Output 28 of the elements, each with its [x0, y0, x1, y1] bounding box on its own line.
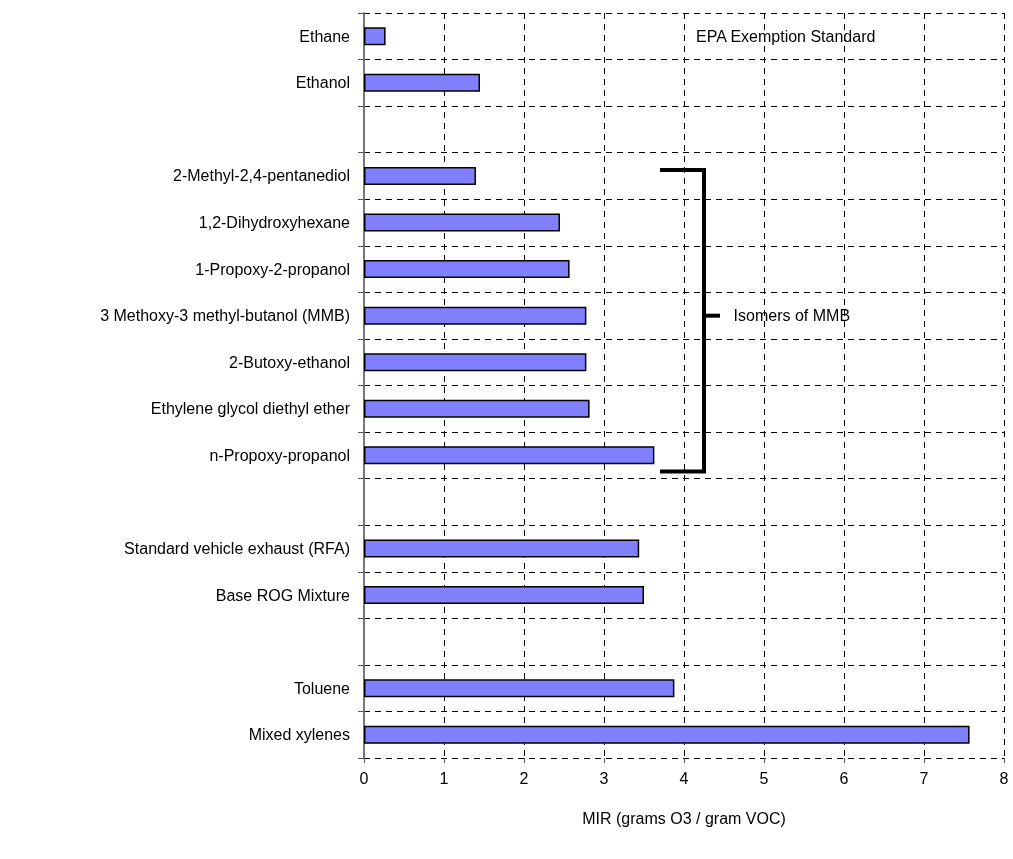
bar [364, 353, 587, 372]
bar [364, 166, 476, 185]
y-tick-label: 2-Butoxy-ethanol [229, 353, 350, 371]
x-tick-label: 7 [919, 769, 929, 787]
y-tick-label: 1,2-Dihydroxyhexane [198, 214, 351, 232]
x-tick-label: 2 [519, 769, 529, 787]
x-tick-label: 8 [999, 769, 1009, 787]
bar [364, 27, 386, 46]
y-tick-label: n-Propoxy-propanol [209, 446, 350, 464]
y-tick-label: Mixed xylenes [248, 726, 350, 744]
x-axis-title: MIR (grams O3 / gram VOC) [582, 809, 786, 827]
x-tick-label: 5 [759, 769, 769, 787]
y-tick-label: Standard vehicle exhaust (RFA) [124, 539, 350, 557]
x-tick-label: 4 [679, 769, 689, 787]
annotation: Isomers of MMB [733, 307, 851, 325]
y-tick-label: Ethane [299, 27, 351, 45]
x-tick-label: 0 [359, 769, 369, 787]
x-tick-label: 3 [599, 769, 609, 787]
y-tick-label: Ethanol [295, 74, 350, 92]
y-tick-label: 1-Propoxy-2-propanol [195, 260, 350, 278]
y-tick-label: 3 Methoxy-3 methyl-butanol (MMB) [100, 307, 350, 325]
annotation: EPA Exemption Standard [696, 27, 876, 45]
y-tick-label: Base ROG Mixture [215, 586, 351, 604]
y-tick-label: 2-Methyl-2,4-pentanediol [173, 167, 350, 185]
x-tick-label: 1 [439, 769, 449, 787]
y-tick-label: Ethylene glycol diethyl ether [150, 400, 351, 418]
x-tick-label: 6 [839, 769, 849, 787]
y-tick-label: Toluene [293, 679, 351, 697]
